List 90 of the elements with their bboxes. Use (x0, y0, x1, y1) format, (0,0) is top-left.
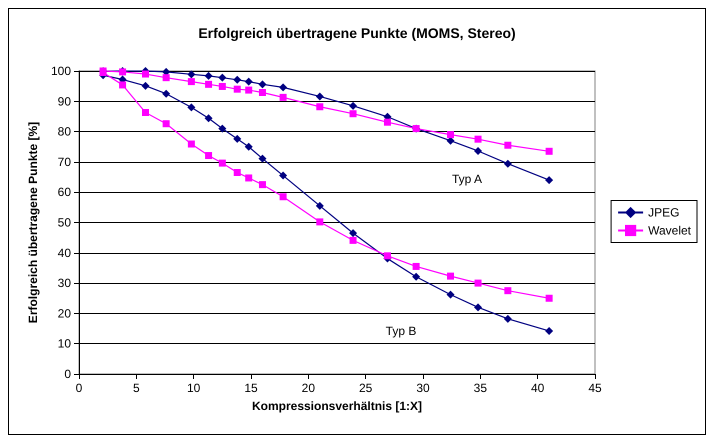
x-tick-label: 15 (244, 381, 258, 395)
y-tick-label: 40 (58, 246, 72, 260)
point (142, 70, 150, 78)
point (546, 294, 553, 302)
point (205, 80, 212, 88)
annotation: Typ B (386, 324, 416, 338)
point (258, 89, 266, 96)
point (233, 134, 242, 143)
point (162, 90, 170, 98)
point (204, 114, 213, 122)
point (316, 92, 324, 100)
point (474, 280, 482, 287)
point (504, 314, 512, 323)
y-tick-label: 10 (58, 336, 72, 351)
point (233, 76, 242, 84)
y-tick-label: 100 (50, 64, 72, 78)
point (187, 70, 196, 78)
x-tick-label: 20 (302, 381, 316, 395)
point (474, 303, 482, 312)
x-tick-label: 10 (186, 381, 201, 395)
x-axis-title: Kompressionsverhältnis [1:X] (252, 399, 422, 413)
y-tick-label: 70 (58, 154, 72, 169)
point (245, 86, 252, 94)
point (142, 82, 150, 90)
point (280, 193, 287, 200)
point (245, 174, 252, 182)
point (279, 83, 288, 92)
point (142, 109, 150, 116)
point (446, 290, 455, 299)
point (447, 272, 454, 280)
y-tick-label: 60 (58, 185, 72, 200)
point (218, 160, 226, 167)
point (412, 272, 420, 281)
point (349, 229, 358, 238)
point (234, 86, 241, 93)
point (218, 82, 226, 90)
point (474, 146, 482, 155)
point (218, 74, 226, 82)
point (244, 78, 253, 86)
legend-label: Wavelet (648, 224, 692, 238)
point (280, 94, 287, 101)
point (545, 176, 554, 184)
point (234, 169, 241, 176)
x-tick-label: 5 (132, 381, 140, 395)
point (474, 136, 482, 143)
y-tick-label: 0 (64, 367, 72, 381)
point (258, 154, 266, 163)
point (350, 236, 357, 244)
annotation: Typ A (452, 172, 482, 186)
chart-title: Erfolgreich übertragene Punkte (MOMS, Stereo) (198, 25, 516, 41)
x-tick-label: 25 (358, 381, 373, 395)
point (204, 72, 213, 80)
x-tick-label: 40 (530, 381, 545, 395)
point (504, 142, 512, 149)
y-tick-label: 50 (58, 216, 72, 230)
x-tick-label: 30 (416, 381, 430, 395)
x-tick-label: 45 (588, 381, 602, 395)
point (188, 140, 195, 148)
point (188, 78, 195, 86)
y-tick-label: 20 (58, 306, 72, 320)
legend-label: JPEG (648, 206, 680, 220)
y-axis-title: Erfolgreich übertragene Punkte [%] (26, 122, 40, 324)
point (546, 148, 553, 155)
point (384, 118, 391, 126)
x-tick-label: 0 (76, 381, 83, 395)
point (162, 74, 170, 82)
point (119, 81, 126, 88)
point (316, 218, 324, 226)
y-tick-label: 80 (58, 124, 72, 139)
y-tick-label: 30 (58, 276, 72, 290)
point (218, 124, 226, 133)
point (162, 120, 170, 128)
point (545, 326, 554, 335)
point (350, 110, 357, 118)
point (447, 131, 454, 138)
point (349, 102, 358, 110)
point (504, 160, 512, 168)
x-tick-label: 35 (474, 381, 488, 395)
point (187, 103, 196, 112)
point (316, 202, 324, 210)
point (205, 152, 212, 160)
point (244, 142, 253, 151)
point (279, 172, 288, 180)
point (384, 252, 391, 260)
y-tick-label: 90 (58, 94, 72, 108)
point (258, 181, 266, 188)
point (258, 80, 266, 88)
point (412, 262, 420, 270)
point (316, 103, 324, 110)
point (504, 287, 512, 294)
